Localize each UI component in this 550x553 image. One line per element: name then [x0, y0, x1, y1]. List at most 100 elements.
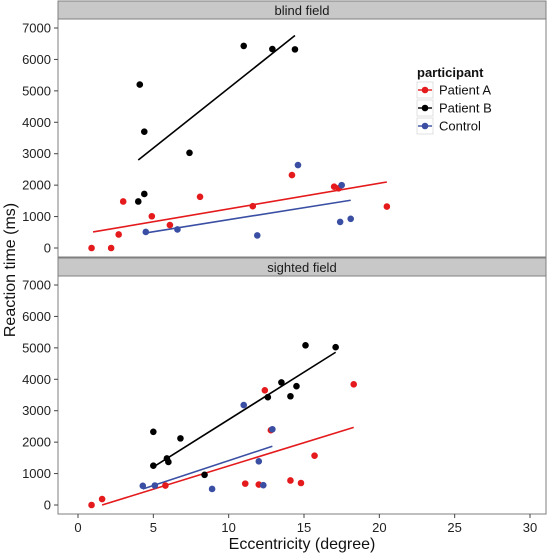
point-control — [347, 215, 355, 223]
legend-key-control — [416, 117, 434, 135]
legend-key-dot — [421, 122, 429, 130]
point-control — [260, 481, 267, 489]
point-patient-b — [140, 128, 148, 136]
point-patient-a — [383, 203, 391, 210]
point-control — [294, 161, 302, 169]
point-control — [253, 232, 261, 239]
point-patient-b — [264, 393, 272, 401]
panel-sighted-field: sighted field 0 1000 2000 3000 4000 5000 6000 7… — [22, 257, 547, 515]
point-control — [269, 425, 276, 433]
point-patient-a — [88, 501, 95, 509]
y-tick-label: 6000 — [22, 52, 51, 67]
y-tick-label: 0 — [44, 498, 51, 513]
legend-label-patient-b: Patient B — [439, 101, 492, 116]
point-patient-a — [241, 480, 249, 487]
point-control — [240, 401, 248, 409]
x-tick-label: 0 — [74, 520, 81, 535]
point-control — [142, 228, 150, 236]
point-patient-b — [287, 392, 294, 400]
legend-key-patient-a — [416, 81, 434, 99]
point-patient-b — [150, 462, 157, 470]
y-tick-label: 7000 — [22, 278, 51, 293]
point-patient-a — [287, 477, 294, 484]
fit-line-patient-b — [151, 351, 337, 469]
panel-title-sighted: sighted field — [267, 260, 336, 275]
fit-line-patient-a — [101, 426, 354, 506]
y-tick-label: 5000 — [22, 340, 51, 355]
point-control — [174, 226, 181, 233]
y-tick-label: 5000 — [22, 83, 51, 98]
point-control — [208, 485, 216, 493]
points-blind — [88, 42, 391, 252]
point-patient-a — [297, 479, 305, 487]
x-tick-label: 30 — [523, 520, 537, 535]
legend-label-patient-a: Patient A — [439, 83, 491, 98]
fit-line-patient-b — [137, 34, 296, 161]
point-patient-a — [98, 495, 106, 503]
panel-title-blind: blind field — [275, 3, 330, 18]
point-control — [336, 218, 344, 226]
point-patient-b — [269, 45, 276, 53]
y-tick-label: 4000 — [22, 372, 51, 387]
legend-key-dot — [421, 86, 429, 94]
point-patient-b — [332, 343, 339, 351]
panel-blind-field: blind field 0 1000 2000 3000 4000 5000 6000 700… — [22, 0, 547, 258]
y-tick-label: 2000 — [22, 178, 51, 193]
point-patient-a — [162, 482, 169, 489]
point-control — [139, 482, 147, 490]
point-patient-a — [196, 193, 204, 201]
point-patient-a — [288, 171, 296, 179]
x-tick-label: 20 — [372, 520, 386, 535]
y-tick-label: 2000 — [22, 435, 51, 450]
y-axis-title: Reaction time (ms) — [2, 203, 19, 337]
point-patient-b — [302, 342, 309, 349]
y-axis-sighted: 0 1000 2000 3000 4000 5000 6000 7000 — [22, 278, 58, 513]
legend-key-dot — [421, 104, 429, 112]
x-tick-label: 5 — [150, 520, 157, 535]
point-patient-a — [107, 244, 115, 252]
legend-key-patient-b — [416, 99, 434, 117]
point-control — [338, 181, 345, 189]
y-tick-label: 3000 — [22, 403, 51, 418]
point-patient-a — [350, 381, 358, 388]
y-tick-label: 1000 — [22, 209, 51, 224]
legend-title: participant — [417, 65, 484, 80]
point-patient-b — [201, 471, 208, 479]
point-patient-a — [311, 452, 318, 459]
point-patient-a — [148, 212, 156, 220]
x-tick-label: 25 — [447, 520, 461, 535]
point-control — [151, 482, 159, 489]
x-tick-label: 15 — [297, 520, 311, 535]
point-patient-b — [293, 382, 300, 390]
point-patient-a — [249, 202, 257, 210]
point-patient-b — [186, 149, 193, 157]
y-tick-label: 7000 — [22, 21, 51, 36]
point-patient-b — [140, 190, 148, 198]
points-sighted — [88, 342, 358, 509]
point-patient-b — [177, 435, 184, 442]
point-patient-a — [119, 198, 127, 205]
x-tick-label: 10 — [221, 520, 235, 535]
point-patient-b — [136, 81, 144, 88]
y-tick-label: 1000 — [22, 466, 51, 481]
point-patient-b — [240, 42, 248, 50]
fit-line-control — [142, 445, 273, 490]
x-axis: 0 5 10 15 20 25 30 — [74, 514, 537, 535]
legend: participant Patient A Patient B Control — [416, 65, 492, 135]
point-patient-b — [150, 428, 157, 436]
y-axis-blind: 0 1000 2000 3000 4000 5000 6000 7000 — [22, 21, 58, 256]
x-axis-title: Eccentricity (degree) — [229, 536, 376, 553]
point-patient-a — [115, 231, 122, 238]
legend-label-control: Control — [439, 119, 481, 134]
point-patient-b — [278, 379, 285, 386]
y-tick-label: 4000 — [22, 115, 51, 130]
point-patient-a — [88, 244, 95, 252]
y-tick-label: 3000 — [22, 146, 51, 161]
plot-area-sighted — [57, 275, 547, 515]
plot-area-blind — [57, 18, 547, 258]
point-patient-b — [134, 198, 142, 205]
y-tick-label: 0 — [44, 241, 51, 256]
y-tick-label: 6000 — [22, 309, 51, 324]
point-patient-b — [291, 46, 299, 53]
